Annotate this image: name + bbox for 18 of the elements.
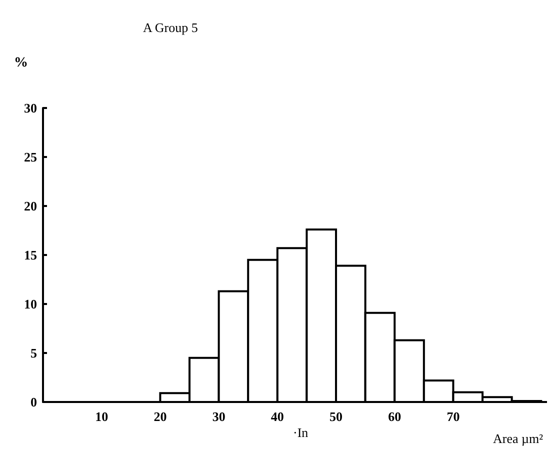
y-tick-label: 20 (24, 198, 37, 214)
x-tick-label: 50 (330, 409, 343, 424)
x-tick-label: 30 (212, 409, 226, 424)
text: ·In (293, 425, 309, 440)
x-tick-label: 20 (154, 409, 167, 424)
x-axis-title: Area µm² (492, 431, 544, 446)
x-tick-label: 60 (388, 409, 402, 424)
y-tick-label: 0 (30, 394, 37, 410)
y-tick-label: 30 (24, 100, 37, 116)
y-tick-label: 5 (30, 346, 38, 360)
chart-title: A Group 5 (143, 20, 198, 35)
x-tick-label: 70 (446, 409, 460, 424)
y-tick-label: 25 (24, 150, 38, 164)
x-tick-label: 10 (95, 409, 108, 424)
y-tick-label: 10 (24, 296, 37, 312)
y-axis-title: % (14, 56, 28, 70)
y-tick-label: 15 (24, 248, 38, 262)
x-tick-label: 40 (270, 409, 284, 424)
